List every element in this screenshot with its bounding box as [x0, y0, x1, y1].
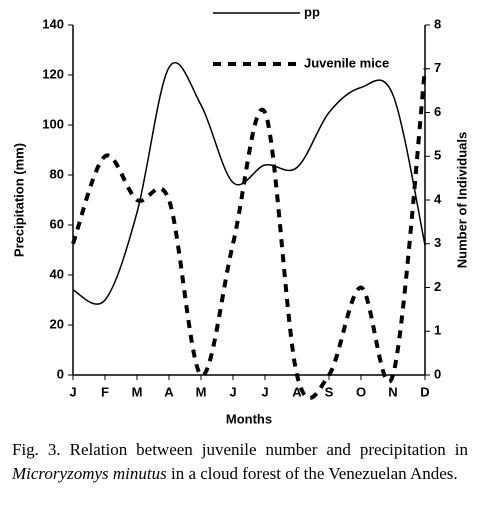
- y2-axis-title: Number of Individuals: [454, 132, 469, 269]
- y-tick-label: 20: [50, 316, 64, 331]
- x-tick-label: J: [69, 384, 76, 399]
- y-axis-title: Precipitation (mm): [11, 143, 26, 257]
- x-tick-label: J: [261, 384, 268, 399]
- x-tick-label: S: [325, 384, 334, 399]
- x-tick-label: D: [420, 384, 429, 399]
- y2-tick-label: 3: [434, 235, 441, 250]
- y-tick-label: 100: [42, 116, 64, 131]
- y-tick-label: 60: [50, 216, 64, 231]
- x-tick-label: M: [132, 384, 143, 399]
- x-tick-label: O: [356, 384, 366, 399]
- y-tick-label: 0: [57, 366, 64, 381]
- x-tick-label: N: [388, 384, 397, 399]
- caption: Fig. 3. Relation between juvenile number…: [12, 438, 468, 486]
- y2-tick-label: 5: [434, 148, 441, 163]
- y2-tick-label: 2: [434, 279, 441, 294]
- x-tick-label: M: [196, 384, 207, 399]
- legend-label: Juvenile mice: [304, 55, 389, 70]
- y2-tick-label: 0: [434, 366, 441, 381]
- y2-tick-label: 4: [434, 191, 442, 206]
- x-tick-label: A: [164, 384, 174, 399]
- y-tick-label: 40: [50, 266, 64, 281]
- y-tick-label: 120: [42, 66, 64, 81]
- caption-text: Fig. 3. Relation between juvenile number…: [12, 440, 468, 459]
- y2-tick-label: 1: [434, 323, 441, 338]
- caption-species: Microryzomys minutus: [12, 464, 167, 483]
- chart: Precipitation (mm) Number of Individuals…: [11, 4, 469, 426]
- y2-tick-label: 6: [434, 104, 441, 119]
- y2-tick-label: 7: [434, 60, 441, 75]
- x-tick-label: A: [292, 384, 302, 399]
- x-axis-title: Months: [226, 411, 272, 426]
- y-tick-label: 80: [50, 166, 64, 181]
- x-tick-label: F: [101, 384, 109, 399]
- y-tick-label: 140: [42, 16, 64, 31]
- series-line: [71, 68, 427, 401]
- x-tick-label: J: [229, 384, 236, 399]
- caption-text: in a cloud forest of the Venezuelan Ande…: [166, 464, 458, 483]
- series-line: [72, 62, 426, 305]
- y2-tick-label: 8: [434, 16, 441, 31]
- legend-label: pp: [304, 4, 320, 19]
